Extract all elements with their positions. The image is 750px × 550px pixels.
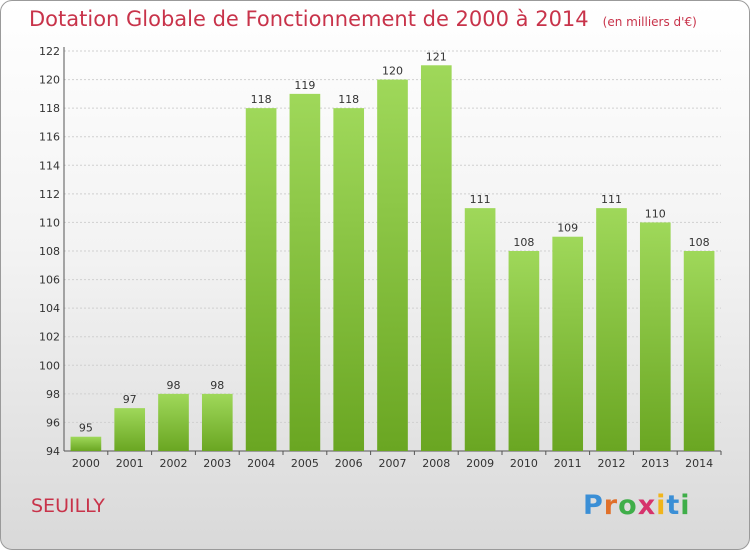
bar xyxy=(683,251,715,451)
bar xyxy=(508,251,540,451)
bar xyxy=(639,222,671,451)
bar xyxy=(377,79,408,452)
data-label: 118 xyxy=(251,93,272,106)
x-tick-label: 2007 xyxy=(379,457,407,470)
x-tick-label: 2000 xyxy=(72,457,100,470)
y-tick-label: 102 xyxy=(39,331,60,344)
bar xyxy=(420,65,452,452)
bar xyxy=(289,93,321,451)
y-tick-label: 108 xyxy=(39,245,60,258)
x-tick-label: 2014 xyxy=(685,457,713,470)
x-tick-label: 2002 xyxy=(160,457,188,470)
y-tick-label: 100 xyxy=(39,359,60,372)
data-label: 111 xyxy=(470,193,491,206)
data-label: 109 xyxy=(557,222,578,235)
y-tick-label: 106 xyxy=(39,274,60,287)
x-tick-label: 2009 xyxy=(466,457,494,470)
y-tick-label: 94 xyxy=(46,445,60,458)
x-tick-label: 2004 xyxy=(247,457,275,470)
bar xyxy=(114,408,146,451)
commune-name: SEUILLY xyxy=(31,495,105,517)
y-tick-label: 110 xyxy=(39,216,60,229)
y-tick-label: 114 xyxy=(39,159,60,172)
y-tick-label: 118 xyxy=(39,102,60,115)
data-label: 110 xyxy=(645,207,666,220)
data-label: 97 xyxy=(123,393,137,406)
chart-title: Dotation Globale de Fonctionnement de 20… xyxy=(29,7,589,31)
chart-title-block: Dotation Globale de Fonctionnement de 20… xyxy=(29,7,697,31)
y-tick-label: 116 xyxy=(39,131,60,144)
bar xyxy=(201,393,233,451)
y-tick-label: 98 xyxy=(46,388,60,401)
bar xyxy=(596,208,627,451)
logo-letter: o xyxy=(618,490,638,521)
x-tick-label: 2006 xyxy=(335,457,363,470)
data-label: 119 xyxy=(294,79,315,92)
data-label: 95 xyxy=(79,422,93,435)
data-label: 98 xyxy=(210,379,224,392)
x-tick-label: 2003 xyxy=(203,457,231,470)
data-label: 108 xyxy=(513,236,534,249)
data-label: 121 xyxy=(426,50,447,63)
bar xyxy=(158,393,189,451)
y-tick-label: 120 xyxy=(39,74,60,87)
x-tick-label: 2010 xyxy=(510,457,538,470)
x-tick-label: 2001 xyxy=(116,457,144,470)
y-tick-label: 112 xyxy=(39,188,60,201)
proxiti-logo: Proxiti xyxy=(583,490,691,521)
x-tick-label: 2013 xyxy=(641,457,669,470)
data-label: 98 xyxy=(167,379,181,392)
logo-letter: i xyxy=(680,490,691,521)
logo-letter: i xyxy=(656,490,667,521)
x-tick-label: 2005 xyxy=(291,457,319,470)
data-label: 120 xyxy=(382,65,403,78)
bar xyxy=(245,108,277,452)
bar xyxy=(333,108,365,452)
logo-letter: t xyxy=(666,490,681,521)
bar xyxy=(70,436,102,451)
y-tick-label: 96 xyxy=(46,416,60,429)
x-tick-label: 2012 xyxy=(598,457,626,470)
chart-unit: (en milliers d'€) xyxy=(602,15,697,29)
data-label: 108 xyxy=(689,236,710,249)
x-tick-label: 2008 xyxy=(422,457,450,470)
logo-letter: P xyxy=(583,490,604,521)
y-tick-label: 122 xyxy=(39,45,60,58)
bar xyxy=(464,208,496,451)
bar xyxy=(552,236,584,451)
x-tick-label: 2011 xyxy=(554,457,582,470)
y-tick-label: 104 xyxy=(39,302,60,315)
data-label: 118 xyxy=(338,93,359,106)
logo-letter: r xyxy=(603,490,619,521)
data-label: 111 xyxy=(601,193,622,206)
logo-letter: x xyxy=(637,490,657,521)
